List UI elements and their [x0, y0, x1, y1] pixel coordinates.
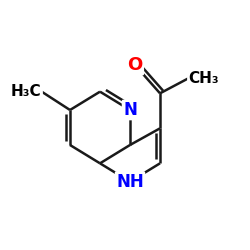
- Text: N: N: [123, 101, 137, 119]
- Text: NH: NH: [116, 173, 144, 191]
- Text: O: O: [128, 56, 142, 74]
- Text: CH₃: CH₃: [188, 71, 219, 86]
- Text: H₃C: H₃C: [11, 84, 42, 99]
